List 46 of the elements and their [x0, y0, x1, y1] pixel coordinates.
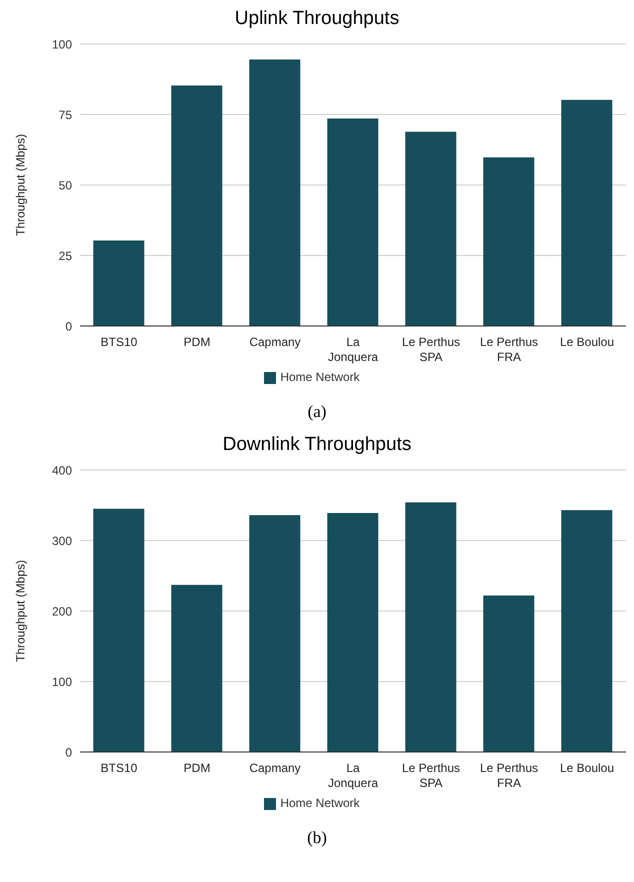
text: (a)	[306, 402, 328, 423]
bar	[93, 240, 144, 326]
bar	[327, 118, 378, 326]
bar	[405, 132, 456, 326]
x-tick-label: Le Boulou	[560, 761, 614, 775]
bar	[483, 595, 534, 752]
y-tick-label: 25	[58, 248, 72, 263]
x-tick-label: Le Perthus FRA	[480, 335, 538, 364]
y-tick-label: 75	[58, 108, 72, 122]
bar	[405, 502, 456, 752]
text: (b)	[306, 828, 328, 849]
bar	[561, 510, 612, 752]
y-tick-label: 0	[65, 745, 72, 760]
legend-label: Home Network	[280, 796, 360, 810]
y-axis-title: Throughput (Mbps)	[13, 134, 28, 236]
x-tick-label: La Jonquera	[328, 335, 378, 364]
x-tick-label: PDM	[184, 335, 210, 349]
bar	[249, 515, 300, 752]
x-tick-label: Le Perthus SPA	[402, 761, 460, 790]
chart-title: Downlink Throughputs	[222, 434, 412, 457]
y-tick-label: 50	[58, 178, 72, 192]
x-tick-label: BTS10	[100, 761, 138, 775]
bar	[327, 513, 378, 752]
x-tick-label: Capmany	[249, 335, 301, 349]
chart-title: Uplink Throughputs	[234, 8, 400, 31]
bar	[171, 584, 222, 752]
x-tick-label: La Jonquera	[328, 761, 378, 790]
bar	[483, 157, 534, 326]
bar	[171, 85, 222, 326]
y-tick-label: 100	[52, 37, 72, 52]
bar	[93, 508, 144, 752]
y-axis-title: Throughput (Mbps)	[13, 560, 28, 662]
y-tick-label: 100	[52, 674, 72, 689]
x-tick-label: Le Boulou	[560, 335, 614, 349]
y-tick-label: 300	[52, 534, 72, 548]
bar	[561, 100, 612, 326]
y-tick-label: 200	[52, 604, 72, 618]
y-tick-label: 400	[52, 463, 72, 478]
x-tick-label: PDM	[184, 761, 210, 775]
x-tick-label: BTS10	[100, 335, 138, 349]
y-tick-label: 0	[65, 319, 72, 334]
legend-label: Home Network	[280, 370, 360, 384]
x-tick-label: Le Perthus FRA	[480, 761, 538, 790]
bar	[249, 60, 300, 326]
x-tick-label: Capmany	[249, 761, 301, 775]
x-tick-label: Le Perthus SPA	[402, 335, 460, 364]
